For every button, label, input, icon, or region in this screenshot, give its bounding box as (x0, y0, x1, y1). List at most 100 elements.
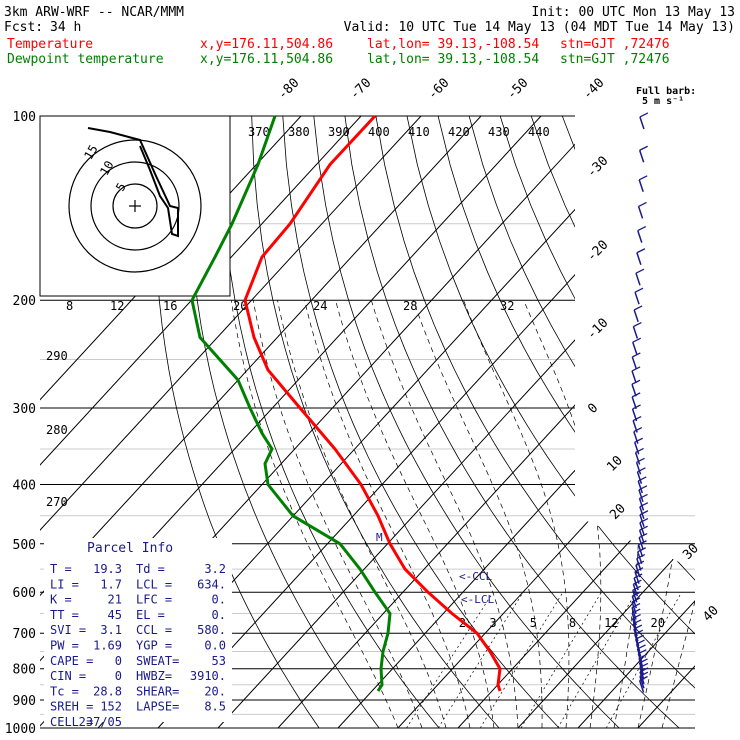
wind-barb (635, 462, 642, 475)
isotherm--30 (277, 116, 695, 728)
theta-label-370: 370 (248, 125, 270, 139)
isotherm--110 (40, 116, 362, 728)
dry-adiabat-350 (468, 116, 695, 728)
forecast-hour: 34 h (50, 20, 81, 35)
parcel-info-cell-5-1: 1.69 (93, 639, 122, 653)
dry-adiabat-340 (437, 116, 695, 728)
mixing-ratio-20 (605, 592, 682, 728)
legend-dewpoint-station: stn=GJT ,72476 (560, 52, 670, 67)
lcl-label: <-LCL (461, 593, 494, 606)
mixing-ratio-3 (438, 592, 524, 728)
wind-barb (632, 341, 638, 355)
wind-barb-flag (634, 629, 644, 635)
parcel-info-cell-7-1: 0 (115, 669, 122, 683)
pressure-label-500: 500 (13, 538, 36, 553)
theta-e-label-20: 20 (233, 299, 247, 313)
theta-e-label-8: 8 (66, 299, 73, 313)
isotherm-40 (698, 116, 740, 728)
theta-label-400: 400 (368, 125, 390, 139)
temp-label-30: 30 (680, 541, 702, 563)
parcel-info-cell-4-1: 3.1 (100, 623, 122, 637)
temp-label--60: -60 (425, 76, 452, 103)
wind-barb-flag (639, 493, 648, 499)
wind-barb-flag (639, 525, 648, 531)
wind-barb (635, 272, 641, 286)
parcel-info-cell-1-2: LCL = (136, 577, 172, 591)
theta-e-label-12: 12 (110, 299, 124, 313)
wind-barb-flag (631, 602, 641, 609)
theta-e-label-16: 16 (163, 299, 177, 313)
wind-barb-flag (632, 585, 642, 591)
theta-side-label-280: 280 (46, 423, 68, 437)
wind-barb-flag (633, 573, 643, 579)
wind-barb-flag (632, 619, 642, 625)
wind-barb-flag (637, 547, 646, 553)
wind-barb-flag (636, 457, 645, 463)
wind-barb-flag (635, 560, 645, 566)
wind-barb (639, 675, 645, 689)
ccl-label: <-CCL (459, 570, 492, 583)
wind-barb (634, 452, 641, 465)
barb-legend-value: 5 m s⁻¹ (642, 96, 684, 107)
parcel-info-cell-3-0: TT = (50, 608, 79, 622)
wind-barb (631, 370, 637, 384)
pressure-label-100: 100 (13, 110, 36, 125)
parcel-info-cell-5-3: 0.0 (204, 639, 226, 653)
parcel-info-cell-8-0: Tc = (50, 684, 79, 698)
valid-time: Valid: 10 UTC Tue 14 May 13 (04 MDT Tue … (344, 20, 735, 35)
wind-barb-flag (631, 392, 641, 398)
wind-barb (639, 506, 645, 519)
hodograph-ring-10 (90, 161, 180, 251)
isotherm-0 (457, 116, 695, 728)
wind-barb (638, 489, 644, 503)
isotherm-30 (637, 116, 695, 728)
parcel-info-cell-4-3: 580. (197, 623, 226, 637)
dry-adiabat-300 (313, 116, 620, 728)
theta-label-430: 430 (488, 125, 510, 139)
temp-label-0: 0 (585, 401, 601, 417)
wind-barb-flag (638, 653, 648, 659)
pressure-label-300: 300 (13, 402, 36, 417)
wind-barb (638, 149, 645, 163)
sounding-series (190, 114, 502, 692)
legend-dewpoint-xy: x,y=176.11,504.86 (200, 52, 333, 67)
moist-adiabat-34 (661, 300, 695, 728)
isotherm-10 (517, 116, 695, 728)
mixing-ratio-2 (406, 592, 494, 728)
wind-barb-flag (632, 415, 642, 422)
wind-barb (634, 291, 640, 305)
parcel-info-cell-7-2: HWBZ= (136, 669, 172, 683)
mixing-ratio-label-3: 3 (489, 616, 496, 630)
temp-label-20: 20 (607, 501, 629, 523)
theta-e-label-32: 32 (500, 299, 514, 313)
theta-e-label-28: 28 (403, 299, 417, 313)
moist-adiabat-6 (335, 300, 495, 728)
isotherm--90 (40, 116, 482, 728)
wind-barb (636, 252, 642, 265)
wind-barb (638, 658, 644, 671)
parcel-info-cell-7-0: CIN = (50, 669, 86, 683)
wind-barbs (631, 112, 649, 693)
wind-barb (637, 206, 644, 219)
hodograph-ring-5 (112, 183, 158, 229)
wind-barb-flag (636, 248, 646, 254)
theta-label-390: 390 (328, 125, 350, 139)
wind-barb-flag (634, 567, 644, 573)
wind-barb-flag (631, 597, 641, 603)
wind-barb-flag (631, 591, 641, 597)
parcel-info-cell-1-0: LI = (50, 577, 79, 591)
parcel-info-cell-4-0: SVI = (50, 623, 86, 637)
wind-barb-flag (639, 502, 649, 508)
wind-barb-flag (634, 437, 643, 443)
forecast-label: Fcst: (4, 20, 43, 35)
wind-barb-flag (638, 540, 647, 546)
theta-label-410: 410 (408, 125, 430, 139)
dry-adiabat-430 (718, 116, 740, 728)
wind-barb-flag (635, 634, 644, 640)
parcel-info-cell-9-3: 8.5 (204, 700, 226, 714)
wind-barb (631, 383, 637, 397)
wind-barb-flag (633, 305, 643, 311)
temp-label--10: -10 (584, 316, 611, 343)
parcel-info-box: Parcel Info T = 19.3 Td = 3.2 LI = 1.7 LCL = 63… (44, 538, 232, 729)
moist-adiabat-14 (413, 300, 543, 728)
